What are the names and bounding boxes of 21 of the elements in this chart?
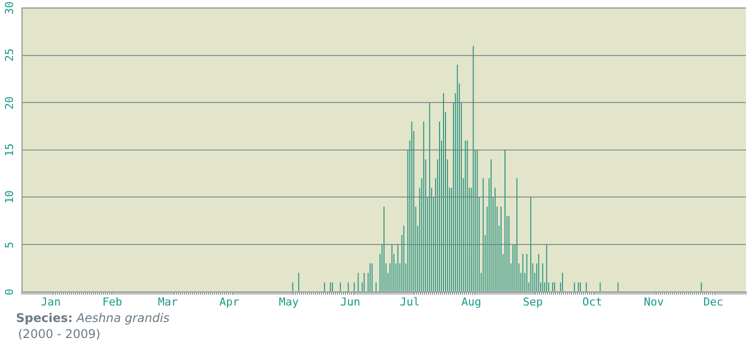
y-tick-label: 25 — [3, 48, 16, 62]
x-tick-label: Jan — [40, 295, 61, 308]
x-tick-label: Sep — [522, 295, 543, 308]
x-tick-label: Dec — [703, 295, 724, 308]
y-tick-label: 5 — [3, 241, 16, 248]
x-tick-label: Jun — [340, 295, 360, 308]
x-tick-label: Aug — [461, 295, 482, 308]
x-tick-label: Nov — [644, 295, 664, 308]
x-tick-label: Feb — [102, 295, 122, 308]
y-tick-label: 0 — [3, 288, 16, 296]
y-tick-label: 30 — [3, 1, 16, 15]
y-tick-label: 10 — [3, 190, 16, 204]
x-tick-label: Mar — [158, 295, 178, 308]
x-tick-label: Jul — [400, 295, 420, 308]
x-tick-label: Apr — [219, 295, 240, 308]
x-tick-label: Oct — [582, 295, 602, 308]
y-tick-label: 15 — [3, 143, 16, 157]
text: Species: Aeshna grandis — [16, 311, 170, 325]
x-tick-label: May — [278, 295, 300, 308]
text: (2000 - 2009) — [17, 326, 102, 342]
y-tick-label: 20 — [3, 96, 16, 110]
